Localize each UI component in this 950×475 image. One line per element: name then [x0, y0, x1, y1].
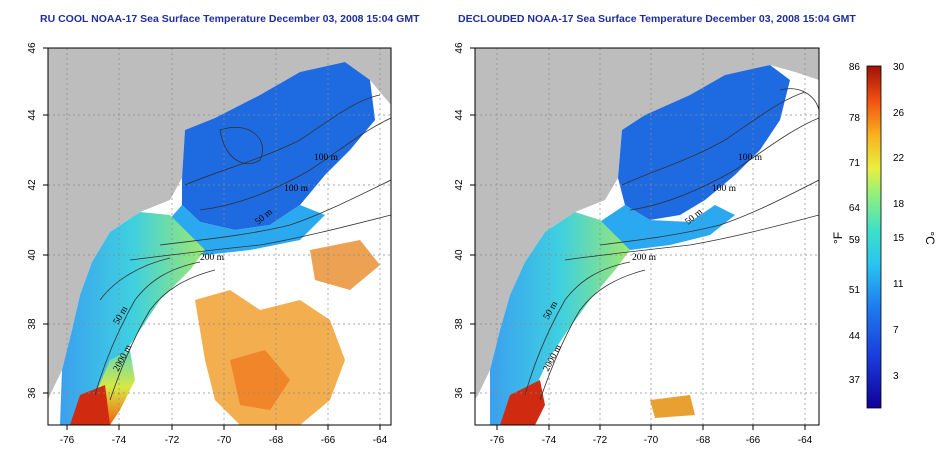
left-y-tick-label: 40 — [27, 249, 38, 261]
right-x-tick-label: -76 — [490, 435, 505, 446]
left-coastal-band — [60, 212, 205, 425]
right-x-tick-label: -68 — [696, 435, 711, 446]
colorbar-celsius-unit: °C — [923, 231, 937, 245]
colorbar-c-tick: 3 — [893, 371, 899, 382]
colorbar-c-tick: 15 — [893, 233, 905, 244]
left-y-tick-label: 38 — [27, 318, 38, 330]
right-y-axis: 46 44 42 40 38 36 — [454, 42, 475, 399]
right-x-tick-label: -72 — [593, 435, 608, 446]
right-x-tick-label: -70 — [644, 435, 659, 446]
left-x-tick-label: -72 — [165, 435, 180, 446]
right-warm-patch — [650, 395, 695, 418]
right-map-frame — [474, 47, 820, 426]
left-warm-patch — [230, 350, 290, 410]
right-sst-map: 100 m 100 m 50 m 200 m 50 m 2000 m -76 -… — [454, 42, 820, 446]
right-map-title: DECLOUDED NOAA-17 Sea Surface Temperatur… — [458, 13, 856, 25]
right-y-tick-label: 40 — [454, 249, 465, 261]
left-sst-map: 100 m 100 m 50 m 200 m 50 m 2000 m -76 -… — [27, 42, 392, 446]
right-y-tick-label: 42 — [454, 179, 465, 191]
right-x-tick-label: -74 — [542, 435, 557, 446]
colorbar-fahrenheit-unit: °F — [831, 232, 845, 244]
right-southern-tip — [500, 380, 545, 425]
colorbar-c-tick: 18 — [893, 199, 905, 210]
left-x-tick-label: -76 — [60, 435, 75, 446]
colorbar-f-tick: 78 — [849, 113, 861, 124]
right-x-axis: -76 -74 -72 -70 -68 -66 -64 — [490, 425, 813, 446]
left-cold-shelf — [182, 62, 375, 230]
colorbar-f-tick: 71 — [849, 158, 861, 169]
right-contour-label-100m-b: 100 m — [712, 184, 737, 194]
right-land-mass — [475, 48, 819, 400]
colorbar-c-tick: 26 — [893, 108, 905, 119]
right-x-tick-label: -66 — [746, 435, 761, 446]
right-y-tick-label: 36 — [454, 387, 465, 399]
left-bathymetry-contours — [94, 94, 391, 401]
left-x-tick-label: -64 — [373, 435, 388, 446]
colorbar-c-tick: 7 — [893, 325, 899, 336]
left-warm-patch-east — [310, 240, 380, 290]
left-mid-shelf — [160, 205, 325, 255]
left-y-tick-label: 36 — [27, 387, 38, 399]
left-y-tick-label: 44 — [27, 109, 38, 121]
right-cold-shelf — [618, 65, 790, 220]
left-y-tick-label: 46 — [27, 42, 38, 54]
left-southern-tip — [70, 385, 110, 425]
colorbar-f-tick: 37 — [849, 375, 861, 386]
temperature-colorbar: 86 78 71 64 59 51 44 37 30 26 22 18 15 1… — [831, 62, 937, 409]
left-grid — [48, 48, 391, 425]
right-bathymetry-contours — [524, 88, 819, 401]
left-contour-label-100m-b: 100 m — [284, 184, 309, 194]
left-x-tick-label: -74 — [112, 435, 127, 446]
colorbar-gradient — [866, 65, 882, 409]
right-x-tick-label: -64 — [798, 435, 813, 446]
right-y-tick-label: 38 — [454, 318, 465, 330]
colorbar-f-tick: 51 — [849, 285, 861, 296]
left-land-mass — [48, 48, 391, 400]
right-contour-label-200m: 200 m — [632, 253, 657, 263]
colorbar-celsius-ticks: 30 26 22 18 15 11 7 3 — [893, 62, 905, 382]
colorbar-c-tick: 22 — [893, 153, 905, 164]
right-coastal-band — [490, 212, 630, 425]
left-y-tick-label: 42 — [27, 179, 38, 191]
colorbar-f-tick: 86 — [849, 62, 861, 73]
colorbar-fahrenheit-ticks: 86 78 71 64 59 51 44 37 — [849, 62, 861, 386]
right-mid-shelf — [595, 205, 735, 250]
left-x-tick-label: -68 — [269, 435, 284, 446]
colorbar-c-tick: 30 — [893, 62, 905, 73]
colorbar-c-tick: 11 — [893, 279, 904, 290]
right-y-tick-label: 46 — [454, 42, 465, 54]
left-contour-label-100m-a: 100 m — [314, 153, 339, 163]
left-map-frame — [47, 47, 392, 426]
left-y-axis: 46 44 42 40 38 36 — [27, 42, 48, 399]
left-x-tick-label: -70 — [217, 435, 232, 446]
right-y-tick-label: 44 — [454, 109, 465, 121]
colorbar-f-tick: 44 — [849, 331, 861, 342]
colorbar-f-tick: 59 — [849, 235, 861, 246]
left-map-title: RU COOL NOAA-17 Sea Surface Temperature … — [40, 13, 420, 25]
right-contour-label-100m-a: 100 m — [738, 153, 763, 163]
left-contour-label-200m: 200 m — [200, 253, 225, 263]
left-x-tick-label: -66 — [321, 435, 336, 446]
left-x-axis: -76 -74 -72 -70 -68 -66 -64 — [60, 425, 388, 446]
colorbar-f-tick: 64 — [849, 203, 861, 214]
